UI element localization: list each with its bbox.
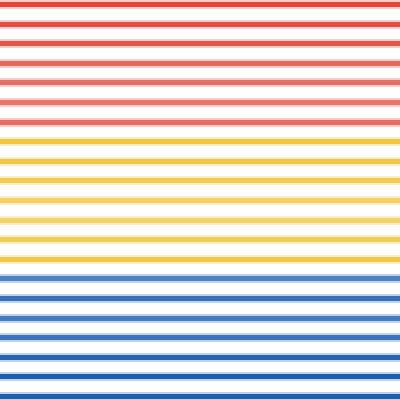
stripe-core: [0, 316, 400, 321]
stripe-red-2: [0, 20, 400, 29]
stripe-core: [0, 218, 400, 223]
stripe-yellow-4: [0, 196, 400, 205]
stripe-core: [0, 80, 400, 85]
stripe-core: [0, 178, 400, 183]
stripe-blue-2: [0, 294, 400, 303]
stripe-red-4: [0, 59, 400, 68]
stripe-yellow-5: [0, 216, 400, 225]
stripe-core: [0, 276, 400, 281]
stripe-yellow-2: [0, 157, 400, 166]
stripe-core: [0, 257, 400, 262]
stripe-blue-1: [0, 274, 400, 283]
stripe-core: [0, 61, 400, 66]
stripe-yellow-7: [0, 255, 400, 264]
stripe-core: [0, 355, 400, 360]
stripe-red-6: [0, 98, 400, 107]
stripe-core: [0, 159, 400, 164]
stripe-red-1: [0, 0, 400, 9]
stripe-core: [0, 100, 400, 105]
stripe-core: [0, 120, 400, 125]
stripe-blue-7: [0, 392, 400, 400]
stripe-yellow-3: [0, 176, 400, 185]
stripe-blue-4: [0, 333, 400, 342]
stripe-core: [0, 237, 400, 242]
stripe-core: [0, 335, 400, 340]
stripe-core: [0, 22, 400, 27]
stripe-red-3: [0, 39, 400, 48]
stripe-core: [0, 41, 400, 46]
stripe-core: [0, 198, 400, 203]
stripe-core: [0, 296, 400, 301]
stripe-core: [0, 139, 400, 144]
stripe-red-5: [0, 78, 400, 87]
stripe-core: [0, 374, 400, 379]
stripe-red-7: [0, 118, 400, 127]
stripe-blue-5: [0, 353, 400, 362]
stripe-yellow-6: [0, 235, 400, 244]
stripe-core: [0, 2, 400, 7]
stripe-core: [0, 394, 400, 399]
stripe-blue-3: [0, 314, 400, 323]
stripe-blue-6: [0, 372, 400, 381]
stripe-yellow-1: [0, 137, 400, 146]
